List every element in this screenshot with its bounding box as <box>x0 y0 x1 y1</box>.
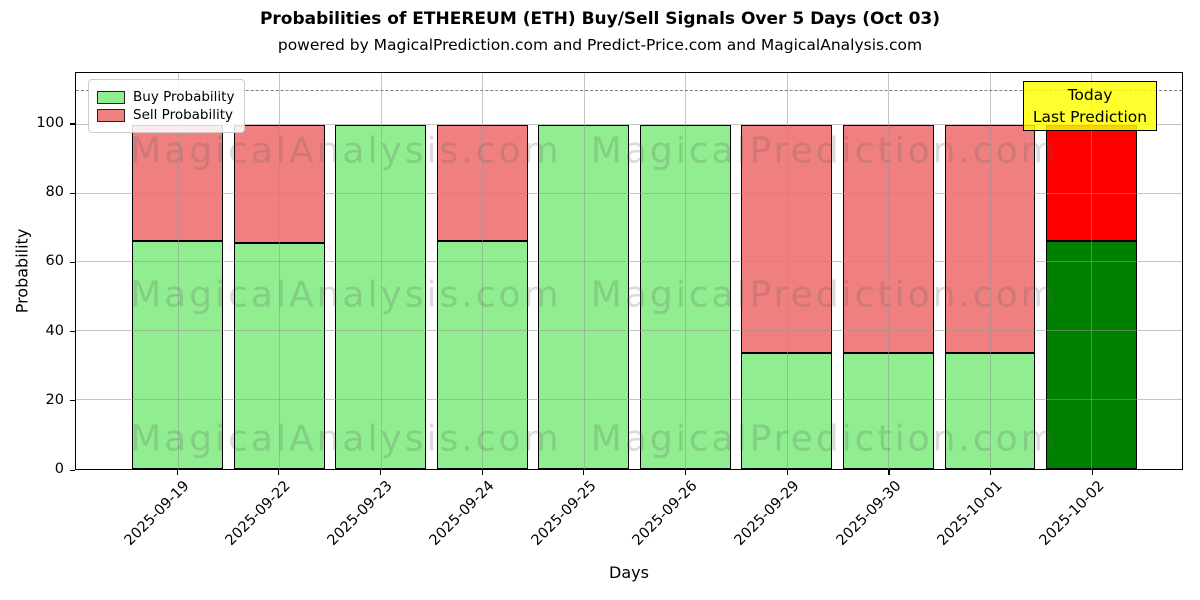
legend-entry-sell: Sell Probability <box>97 107 234 123</box>
y-tick-mark <box>70 192 75 194</box>
buy-segment <box>1046 240 1137 469</box>
buy-segment <box>639 124 731 469</box>
sell-segment <box>436 124 528 241</box>
x-tick-mark <box>786 470 788 475</box>
y-tick-mark <box>70 400 75 402</box>
sell-segment <box>233 124 325 244</box>
x-axis-label: Days <box>609 563 649 582</box>
y-tick-mark <box>70 261 75 264</box>
x-tick-mark <box>1091 470 1093 475</box>
y-tick-mark <box>70 331 75 333</box>
y-tick-label: 100 <box>36 114 64 131</box>
y-axis-label: Probability <box>12 228 32 314</box>
x-tick-label: 2025-09-19 <box>121 478 193 549</box>
y-tick-mark <box>70 123 75 125</box>
plot-area: Buy Probability Sell Probability Today L… <box>75 72 1183 470</box>
x-tick-label: 2025-09-30 <box>833 478 905 549</box>
bar-2025-09-29 <box>741 73 833 469</box>
chart-title: Probabilities of ETHEREUM (ETH) Buy/Sell… <box>259 9 941 29</box>
sell-segment <box>944 124 1036 353</box>
x-tick-mark <box>990 470 992 475</box>
x-tick-label: 2025-09-22 <box>223 478 295 549</box>
bar-2025-09-19 <box>132 73 224 469</box>
y-tick-mark <box>70 469 75 471</box>
bar-2025-09-26 <box>639 73 731 469</box>
sell-segment <box>1046 124 1137 241</box>
y-tick-label: 20 <box>45 391 64 408</box>
bar-2025-09-24 <box>436 73 528 469</box>
buy-segment <box>944 352 1036 469</box>
annotation-line-2: Last Prediction <box>1032 108 1148 126</box>
x-tick-mark <box>278 470 280 475</box>
sell-segment <box>741 124 833 353</box>
sell-segment <box>843 124 934 353</box>
bar-2025-09-22 <box>233 73 325 469</box>
x-tick-label: 2025-10-01 <box>934 478 1006 549</box>
x-tick-mark <box>379 470 382 475</box>
x-tick-mark <box>176 470 178 475</box>
legend-entry-buy: Buy Probability <box>97 89 234 105</box>
bar-2025-09-25 <box>538 73 630 469</box>
buy-segment <box>538 124 630 469</box>
y-tick-label: 0 <box>54 461 64 477</box>
buy-segment <box>335 124 427 469</box>
legend-label-buy: Buy Probability <box>133 89 235 105</box>
sell-segment <box>132 124 224 241</box>
bar-2025-10-02 <box>1046 73 1137 469</box>
x-tick-mark <box>583 470 585 475</box>
annotation-line-1: Today <box>1067 86 1113 104</box>
bar-2025-09-30 <box>843 73 934 469</box>
x-tick-label: 2025-09-23 <box>324 478 396 549</box>
x-tick-label: 2025-10-02 <box>1036 478 1108 549</box>
x-tick-label: 2025-09-29 <box>731 478 803 549</box>
buy-segment <box>436 240 528 469</box>
today-annotation-box: Today Last Prediction <box>1023 81 1157 131</box>
x-tick-label: 2025-09-26 <box>629 478 701 549</box>
buy-segment <box>843 352 934 469</box>
buy-segment <box>741 352 833 469</box>
x-tick-mark <box>888 470 890 475</box>
buy-color-swatch <box>97 90 125 104</box>
bar-2025-09-23 <box>335 73 427 469</box>
sell-color-swatch <box>97 108 125 122</box>
chart-subtitle: powered by MagicalPrediction.com and Pre… <box>277 36 923 54</box>
y-tick-label: 40 <box>45 322 64 339</box>
bar-2025-10-01 <box>944 73 1036 469</box>
x-tick-mark <box>685 470 687 475</box>
y-tick-label: 60 <box>45 253 64 270</box>
dashed-reference-line <box>76 90 1182 92</box>
x-tick-label: 2025-09-25 <box>528 478 600 549</box>
x-tick-label: 2025-09-24 <box>426 478 498 549</box>
buy-segment <box>233 243 325 469</box>
legend-label-sell: Sell Probability <box>133 107 234 123</box>
buy-segment <box>132 240 224 469</box>
chart-legend: Buy Probability Sell Probability <box>88 79 246 133</box>
y-tick-label: 80 <box>45 184 64 201</box>
x-tick-mark <box>481 470 483 475</box>
